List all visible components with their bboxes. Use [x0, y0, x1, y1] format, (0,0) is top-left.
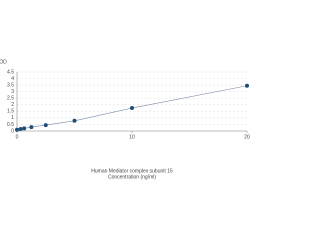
- y-tick-label: 0: [11, 128, 14, 134]
- y-tick-label: 3.5: [7, 82, 14, 88]
- x-tick-label: 20: [244, 134, 250, 140]
- data-point: [18, 127, 23, 132]
- y-tick-label: 4.5: [7, 69, 14, 75]
- y-tick-label: 4: [11, 76, 14, 82]
- data-point: [43, 123, 48, 128]
- y-tick-label: 2.5: [7, 96, 14, 102]
- chart: Human Mediator complex subunit 15 Concen…: [0, 59, 250, 180]
- y-tick-label: 1.5: [7, 109, 14, 115]
- y-tick-label: 3: [11, 89, 14, 95]
- x-tick-label: 0: [16, 134, 19, 140]
- y-tick-label: 0.5: [7, 122, 14, 128]
- data-point: [130, 106, 134, 111]
- data-point: [22, 126, 27, 131]
- data-point: [29, 125, 34, 130]
- data-point: [245, 83, 249, 88]
- y-tick-label: 2: [11, 102, 14, 108]
- chart-title: Human Mediator complex subunit 15: [91, 168, 173, 174]
- y-axis-label: OD: [0, 59, 7, 65]
- data-point: [72, 118, 77, 123]
- data-point: [15, 127, 19, 132]
- x-tick-label: 10: [129, 134, 135, 140]
- y-tick-label: 1: [11, 115, 14, 121]
- x-axis-label: Concentration (ng/ml): [108, 174, 156, 180]
